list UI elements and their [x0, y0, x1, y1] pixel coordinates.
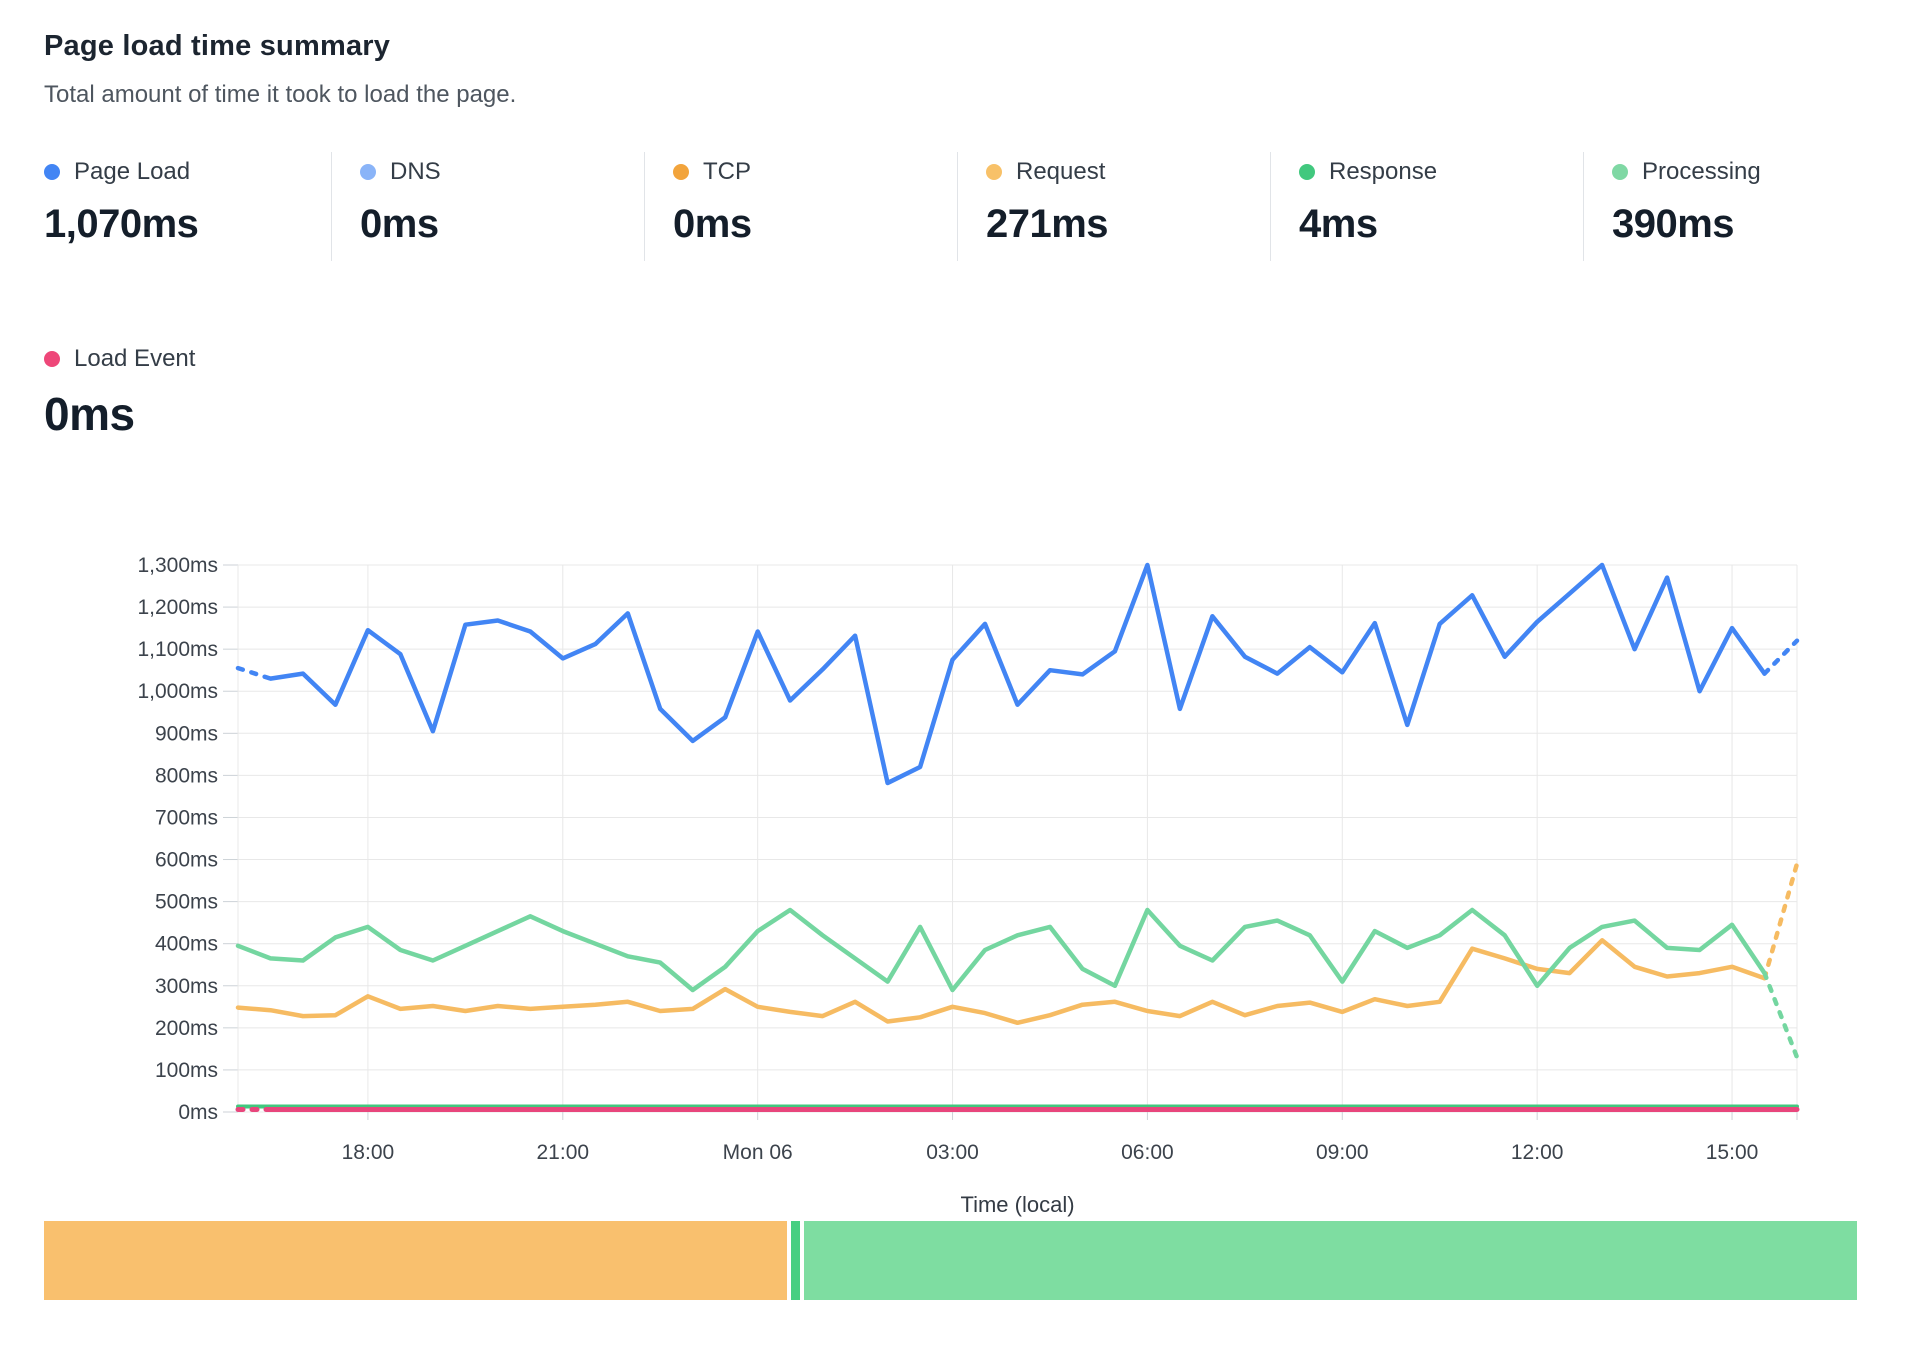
svg-text:0ms: 0ms [178, 1101, 218, 1124]
timing-breakdown-bar [44, 1221, 1858, 1300]
metric-value: 0ms [673, 202, 752, 246]
svg-text:Mon 06: Mon 06 [723, 1141, 793, 1164]
svg-text:12:00: 12:00 [1511, 1141, 1564, 1164]
metric-legend: Response [1299, 158, 1583, 186]
svg-text:1,000ms: 1,000ms [137, 680, 218, 703]
metric-tcp: TCP 0ms [644, 152, 957, 261]
metric-processing: Processing 390ms [1583, 152, 1896, 261]
metric-value: 271ms [986, 202, 1109, 246]
metric-page-load: Page Load 1,070ms [44, 152, 331, 261]
bar-segment-response [790, 1221, 800, 1300]
metric-legend: DNS [360, 158, 644, 186]
svg-text:700ms: 700ms [155, 806, 218, 829]
load-event-legend-dot-icon [44, 351, 60, 367]
svg-text:09:00: 09:00 [1316, 1141, 1369, 1164]
svg-text:500ms: 500ms [155, 891, 218, 914]
metric-label: Request [1016, 158, 1106, 185]
request-legend-dot-icon [986, 164, 1002, 180]
svg-text:800ms: 800ms [155, 764, 218, 787]
metric-label: Processing [1642, 158, 1761, 185]
metric-load-event: Load Event 0ms [44, 345, 195, 441]
svg-text:1,300ms: 1,300ms [137, 554, 218, 577]
dns-legend-dot-icon [360, 164, 376, 180]
processing-legend-dot-icon [1612, 164, 1628, 180]
metric-request: Request 271ms [957, 152, 1270, 261]
chart-area: 0ms 100ms 200ms 300ms 400ms 500ms 600ms 700ms 80… [0, 440, 1910, 1220]
metric-label: Response [1329, 158, 1438, 185]
metric-value: 0ms [360, 202, 439, 246]
svg-text:900ms: 900ms [155, 722, 218, 745]
metric-legend: Load Event [44, 345, 195, 373]
page-load-legend-dot-icon [44, 164, 60, 180]
panel-header: Page load time summary Total amount of t… [44, 30, 516, 109]
svg-text:600ms: 600ms [155, 849, 218, 872]
page-subtitle: Total amount of time it took to load the… [44, 81, 517, 108]
metric-response: Response 4ms [1270, 152, 1583, 261]
metric-label: TCP [703, 158, 751, 185]
svg-text:400ms: 400ms [155, 933, 218, 956]
svg-text:200ms: 200ms [155, 1017, 218, 1040]
metric-legend: Processing [1612, 158, 1896, 186]
bar-segment-processing [803, 1221, 1858, 1300]
metric-value: 0ms [44, 388, 135, 440]
svg-text:15:00: 15:00 [1706, 1141, 1759, 1164]
svg-text:100ms: 100ms [155, 1059, 218, 1082]
svg-text:03:00: 03:00 [926, 1141, 979, 1164]
metrics-row: Page Load 1,070ms DNS 0ms TCP 0ms Reques… [44, 152, 1896, 261]
tcp-legend-dot-icon [673, 164, 689, 180]
metric-value: 390ms [1612, 202, 1735, 246]
svg-text:21:00: 21:00 [537, 1141, 590, 1164]
page-title: Page load time summary [44, 30, 391, 62]
svg-text:Time (local): Time (local) [960, 1192, 1074, 1217]
metric-label: DNS [390, 158, 441, 185]
metric-legend: Request [986, 158, 1270, 186]
load-time-chart[interactable]: 0ms 100ms 200ms 300ms 400ms 500ms 600ms 700ms 80… [0, 440, 1910, 1220]
response-legend-dot-icon [1299, 164, 1315, 180]
metric-legend: TCP [673, 158, 957, 186]
metric-label: Page Load [74, 158, 191, 185]
bar-segment-request [44, 1221, 787, 1300]
svg-text:1,200ms: 1,200ms [137, 596, 218, 619]
svg-text:1,100ms: 1,100ms [137, 638, 218, 661]
svg-text:06:00: 06:00 [1121, 1141, 1174, 1164]
metric-legend: Page Load [44, 158, 331, 186]
metric-value: 4ms [1299, 202, 1378, 246]
metric-dns: DNS 0ms [331, 152, 644, 261]
metric-value: 1,070ms [44, 202, 199, 246]
svg-text:300ms: 300ms [155, 975, 218, 998]
svg-text:18:00: 18:00 [342, 1141, 395, 1164]
metric-label: Load Event [74, 345, 196, 372]
